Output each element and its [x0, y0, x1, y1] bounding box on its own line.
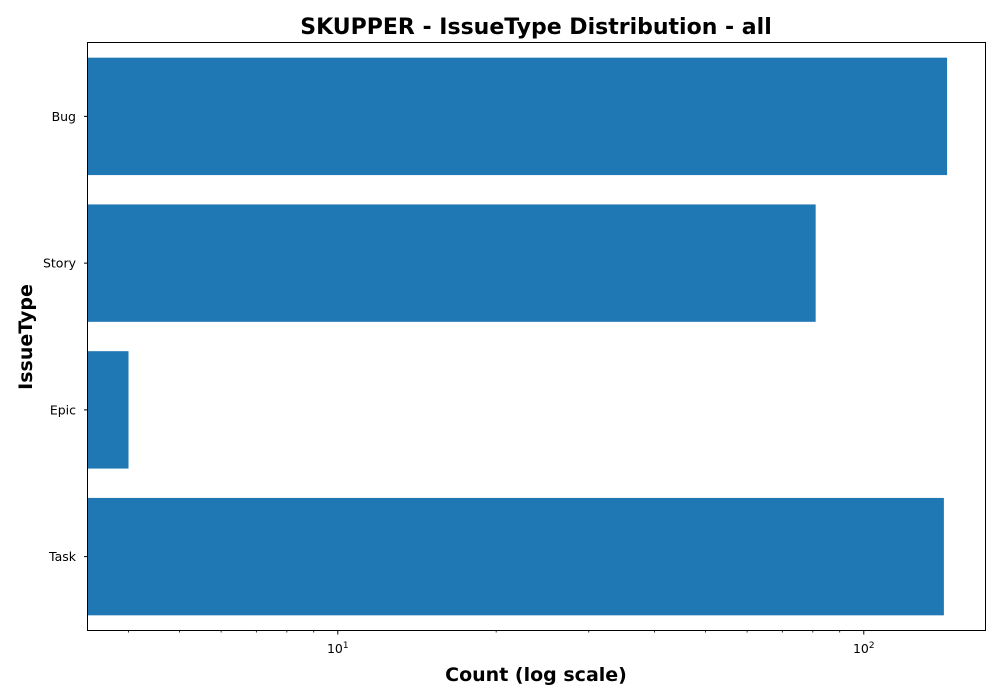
- y-tick-label-epic: Epic: [50, 402, 76, 417]
- y-tick-label-bug: Bug: [52, 109, 76, 124]
- x-axis: 101 102: [128, 630, 875, 656]
- y-axis: Bug Story Epic Task: [43, 109, 88, 564]
- x-tick-base: 10: [327, 641, 343, 656]
- y-tick-label-task: Task: [48, 549, 77, 564]
- y-tick-label-story: Story: [43, 256, 77, 271]
- chart-title: SKUPPER - IssueType Distribution - all: [300, 15, 772, 40]
- x-tick-label: 101: [327, 641, 349, 656]
- bar-bug: [88, 57, 948, 176]
- plot-frame: [87, 42, 986, 631]
- x-tick-exponent: 2: [869, 641, 875, 651]
- bar-story: [88, 204, 816, 322]
- bar-task: [88, 497, 944, 616]
- x-tick-base: 10: [853, 641, 869, 656]
- y-axis-label: IssueType: [15, 284, 37, 390]
- bar-epic: [88, 351, 129, 469]
- x-axis-label: Count (log scale): [445, 664, 627, 686]
- x-tick-label: 102: [853, 641, 875, 656]
- bars-group: [88, 57, 948, 616]
- x-tick-exponent: 1: [343, 641, 349, 651]
